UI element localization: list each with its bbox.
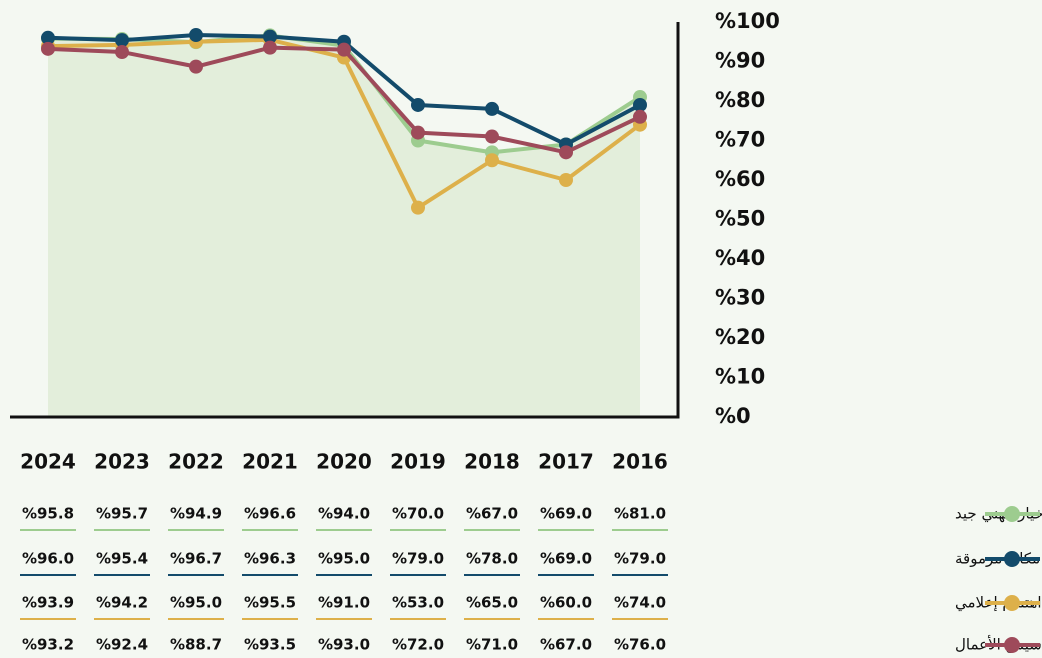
legend-marker <box>1004 551 1020 567</box>
table-cell: %96.3 <box>244 550 296 568</box>
table-cell: %93.0 <box>318 636 370 654</box>
table-cell: %76.0 <box>614 636 666 654</box>
point <box>115 33 129 48</box>
table-cell: %95.4 <box>96 550 148 568</box>
table-cell: %96.6 <box>244 505 296 523</box>
table-cell: %70.0 <box>392 505 444 523</box>
y-tick-label: %90 <box>715 49 765 73</box>
table-cell: %95.0 <box>318 550 370 568</box>
legend-marker <box>1004 637 1020 653</box>
y-tick-label: %70 <box>715 128 765 152</box>
y-tick-label: %0 <box>715 404 751 428</box>
y-tick-label: %20 <box>715 325 765 349</box>
x-tick-label: 2022 <box>168 450 224 474</box>
point <box>263 40 277 55</box>
point <box>189 59 203 74</box>
table-cell: %71.0 <box>466 636 518 654</box>
table-cell: %91.0 <box>318 594 370 612</box>
x-tick-label: 2024 <box>20 450 76 474</box>
point <box>411 200 425 215</box>
table-cell: %69.0 <box>540 550 592 568</box>
point <box>115 45 129 60</box>
table-cell: %95.8 <box>22 505 74 523</box>
table-cell: %96.7 <box>170 550 222 568</box>
table-cell: %74.0 <box>614 594 666 612</box>
table-cell: %94.2 <box>96 594 148 612</box>
table-cell: %79.0 <box>392 550 444 568</box>
point <box>485 153 499 168</box>
point <box>485 101 499 116</box>
table-cell: %94.9 <box>170 505 222 523</box>
table-cell: %93.9 <box>22 594 74 612</box>
x-tick-label: 2021 <box>242 450 298 474</box>
point <box>189 28 203 43</box>
y-tick-label: %60 <box>715 167 765 191</box>
point <box>559 173 573 187</box>
table-cell: %67.0 <box>466 505 518 523</box>
point <box>485 129 499 144</box>
x-tick-label: 2018 <box>464 450 520 474</box>
table-cell: %78.0 <box>466 550 518 568</box>
point <box>559 145 573 160</box>
table-cell: %93.2 <box>22 636 74 654</box>
y-tick-label: %100 <box>715 9 780 33</box>
table-cell: %93.5 <box>244 636 296 654</box>
table-cell: %60.0 <box>540 594 592 612</box>
legend-marker <box>1004 595 1020 611</box>
y-tick-label: %50 <box>715 207 765 231</box>
y-tick-label: %40 <box>715 246 765 270</box>
legend-marker <box>1004 506 1020 522</box>
table-cell: %67.0 <box>540 636 592 654</box>
y-tick-label: %30 <box>715 286 765 310</box>
point <box>411 125 425 140</box>
table-cell: %95.0 <box>170 594 222 612</box>
table-cell: %69.0 <box>540 505 592 523</box>
table-cell: %96.0 <box>22 550 74 568</box>
x-tick-label: 2017 <box>538 450 594 474</box>
table-cell: %65.0 <box>466 594 518 612</box>
x-tick-label: 2023 <box>94 450 150 474</box>
point <box>337 42 351 57</box>
table-cell: %95.5 <box>244 594 296 612</box>
point <box>41 30 55 45</box>
point <box>633 109 647 124</box>
point <box>411 97 425 112</box>
table-cell: %79.0 <box>614 550 666 568</box>
table-cell: %72.0 <box>392 636 444 654</box>
point <box>41 41 55 56</box>
table-cell: %94.0 <box>318 505 370 523</box>
table-cell: %92.4 <box>96 636 148 654</box>
table-cell: %95.7 <box>96 505 148 523</box>
table-cell: %53.0 <box>392 594 444 612</box>
table-cell: %81.0 <box>614 505 666 523</box>
point <box>633 97 647 112</box>
x-tick-label: 2020 <box>316 450 372 474</box>
y-tick-label: %80 <box>715 88 765 112</box>
y-tick-label: %10 <box>715 365 765 389</box>
area <box>48 35 640 418</box>
point <box>263 29 277 44</box>
table-cell: %88.7 <box>170 636 222 654</box>
x-tick-label: 2016 <box>612 450 668 474</box>
x-tick-label: 2019 <box>390 450 446 474</box>
